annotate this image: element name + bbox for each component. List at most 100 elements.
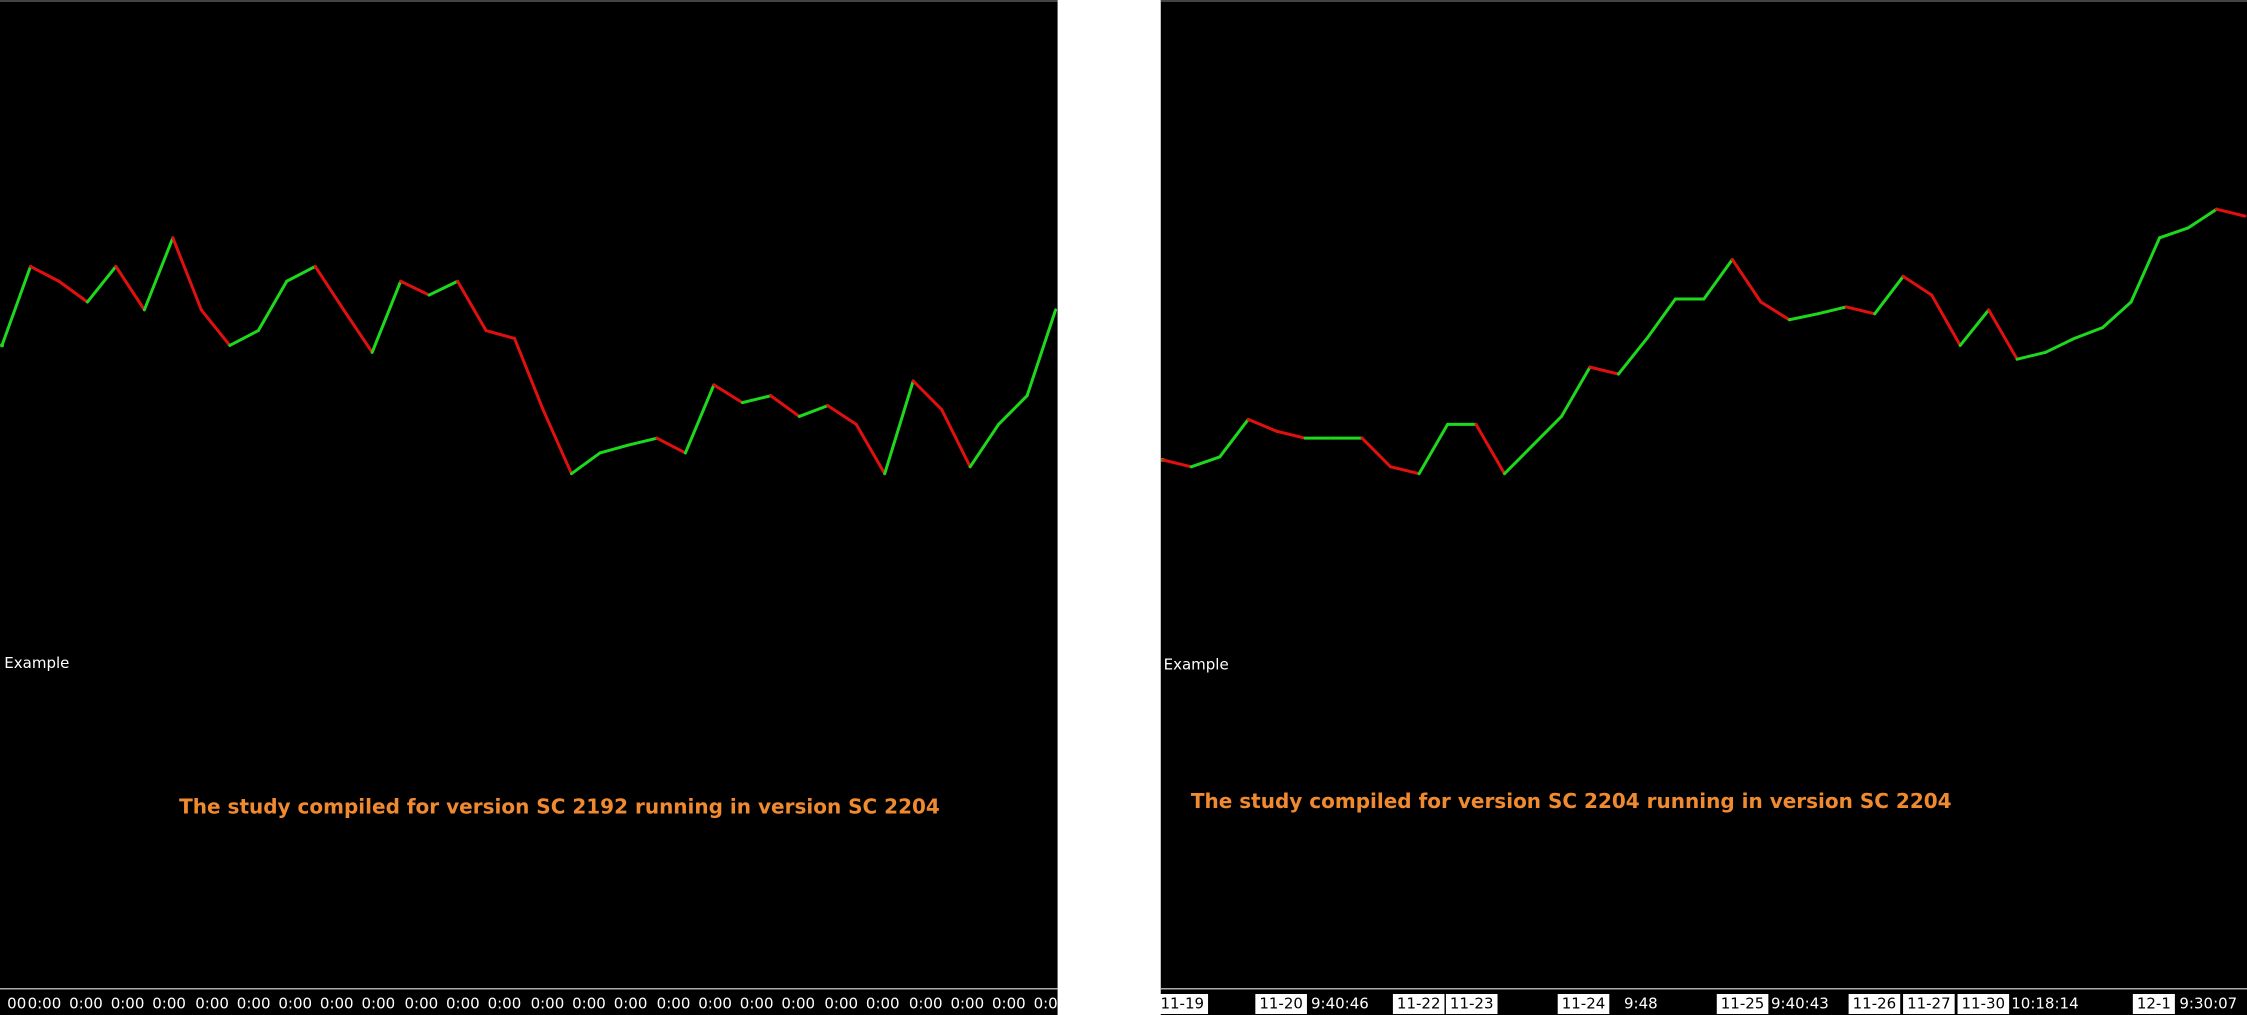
x-tick-label: 0:00	[657, 995, 691, 1013]
price-segment	[256, 279, 289, 333]
price-segment	[1218, 417, 1250, 459]
x-tick-label: 0:00	[740, 995, 774, 1013]
x-label-box	[2132, 994, 2175, 1014]
price-segment	[57, 279, 89, 304]
price-segment	[1616, 336, 1649, 376]
price-segment	[28, 264, 61, 283]
price-segment	[2129, 236, 2162, 304]
x-tick-label: 11-25	[1721, 995, 1765, 1013]
x-label-box	[1903, 994, 1955, 1014]
x-tick-label: 0:00	[278, 995, 312, 1013]
x-tick-label: 0:00	[614, 995, 648, 1013]
x-label-box	[1255, 994, 1307, 1014]
price-segment	[1246, 417, 1279, 433]
x-tick-label: 11-20	[1259, 995, 1303, 1013]
x-tick-label: 0:00	[866, 995, 900, 1013]
x-tick-label: 0:00	[824, 995, 858, 1013]
x-tick-label: 0:00	[572, 995, 606, 1013]
price-segment	[1901, 274, 1934, 297]
price-segment	[1474, 422, 1507, 476]
price-segment	[2101, 300, 2133, 330]
x-label-box	[1957, 994, 2010, 1014]
study-name: Example	[4, 654, 69, 672]
x-tick-label: 11-24	[1562, 995, 1606, 1013]
x-tick-label: 0:00	[195, 995, 229, 1013]
price-segment	[1161, 458, 1193, 469]
x-tick-label: 11-26	[1853, 995, 1897, 1013]
price-segment	[1844, 305, 1877, 316]
price-segment	[598, 443, 630, 455]
x-tick-label: 0:00	[950, 995, 984, 1013]
chart-panel: Example The study compiled for version SC…	[0, 0, 1067, 1015]
price-segment	[1930, 293, 1962, 347]
x-label-box	[1392, 994, 1445, 1014]
panel-background	[1160, 0, 2247, 1015]
price-segment	[712, 383, 744, 405]
x-tick-label: 11-22	[1397, 995, 1441, 1013]
price-segment	[0, 264, 32, 347]
price-segment	[228, 329, 260, 347]
x-tick-label: 0:00	[361, 995, 395, 1013]
x-tick-label: 0:00	[28, 995, 62, 1013]
price-segment	[2015, 350, 2048, 361]
x-label-box	[1716, 994, 1769, 1014]
price-segment	[1987, 308, 2019, 361]
price-segment	[1417, 422, 1450, 476]
price-segment	[1389, 465, 1421, 476]
price-segment	[313, 264, 346, 312]
x-tick-label: 0:00	[488, 995, 522, 1013]
price-segment	[1025, 308, 1058, 398]
price-segment	[1588, 365, 1620, 376]
x-tick-label: 0:00	[237, 995, 271, 1013]
x-tick-label: 0:00	[111, 995, 145, 1013]
x-label-box	[1156, 994, 1209, 1014]
annotation: The study compiled for version SC 2204 r…	[1191, 789, 1952, 813]
price-segment	[199, 308, 232, 347]
price-segment	[2215, 207, 2247, 218]
x-tick-label: 9:40:43	[1771, 995, 1829, 1013]
x-tick-label: 11-19	[1160, 995, 1204, 1013]
price-segment	[854, 422, 887, 476]
price-segment	[1360, 436, 1393, 469]
price-segment	[171, 236, 203, 312]
x-label-box	[1848, 994, 1901, 1014]
x-tick-label: 0:00	[781, 995, 815, 1013]
price-segment	[513, 336, 545, 412]
price-segment	[2072, 326, 2105, 340]
price-segment	[342, 308, 374, 354]
price-segment	[683, 383, 716, 455]
x-tick-label: 12-1	[2137, 995, 2171, 1013]
price-segment	[1958, 308, 1991, 347]
price-segment	[285, 264, 317, 283]
x-tick-label: 0:00	[1034, 995, 1068, 1013]
price-segment	[997, 394, 1029, 426]
x-tick-label: 9:30:07	[2179, 995, 2237, 1013]
price-segment	[1503, 443, 1535, 476]
price-segment	[570, 451, 602, 476]
price-segment	[1559, 365, 1592, 418]
price-segment	[1873, 274, 1905, 316]
price-segment	[626, 436, 659, 447]
x-tick-label: 9:48	[1624, 995, 1658, 1013]
x-label-box	[1445, 994, 1498, 1014]
price-segment	[1275, 429, 1307, 440]
x-tick-label: 00	[7, 995, 26, 1013]
price-segment	[1531, 414, 1563, 447]
price-segment	[1702, 258, 1734, 301]
price-segment	[2186, 207, 2219, 230]
price-segment	[370, 279, 403, 354]
x-tick-label: 0:00	[404, 995, 438, 1013]
x-tick-label: 11-27	[1907, 995, 1951, 1013]
price-segment	[1816, 305, 1848, 316]
price-segment	[484, 329, 517, 340]
price-segment	[883, 379, 915, 476]
x-tick-label: 0:00	[446, 995, 480, 1013]
chart-panel: Example The study compiled for version SC…	[1156, 0, 2247, 1015]
price-segment	[769, 394, 801, 418]
price-segment	[797, 404, 830, 418]
price-segment	[456, 279, 488, 333]
x-tick-label: 10:18:14	[2011, 995, 2078, 1013]
x-tick-label: 0:00	[69, 995, 103, 1013]
